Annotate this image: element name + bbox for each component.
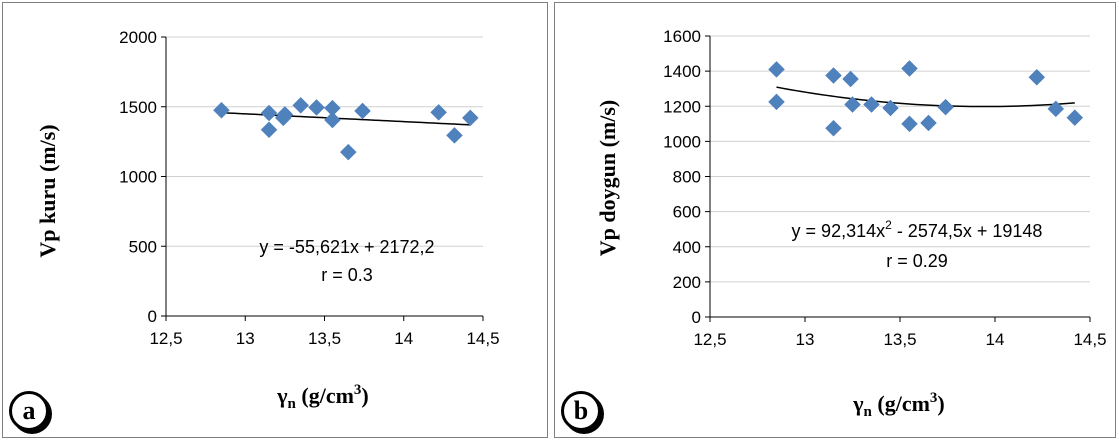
a-ytick-label: 1000: [119, 168, 157, 187]
b-data-point: [1047, 100, 1065, 118]
b-data-point: [937, 98, 954, 116]
chart-b-xlabel: γn (g/cm3): [852, 390, 945, 420]
b-xtick-label: 13: [796, 330, 815, 349]
b-xtick-label: 14,5: [1073, 330, 1106, 349]
chart-a-ylabel: Vp kuru (m/s): [35, 124, 60, 257]
a-xtick-label: 13: [236, 329, 255, 348]
chart-a-svg: 0 500 1000 1500 2000 12,5 13 13,5 14 14,5 Vp kuru…: [35, 28, 500, 412]
b-ytick-label: 200: [673, 273, 701, 292]
a-data-point: [324, 111, 341, 129]
b-ytick-label: 600: [673, 203, 701, 222]
a-data-point: [461, 109, 479, 127]
b-ytick-label: 800: [673, 168, 701, 187]
b-xtick-label: 12,5: [693, 330, 726, 349]
chart-a-equation: y = -55,621x + 2172,2: [259, 237, 434, 257]
b-ytick-label: 400: [673, 238, 701, 257]
b-ytick-label: 0: [692, 308, 701, 327]
chart-b-tick-labels: 0 200 400 600 800 1000 1200 1400 1600 12,5 13 13,5 1…: [663, 27, 1106, 349]
a-data-point: [213, 101, 230, 119]
a-ytick-label: 500: [129, 237, 157, 256]
chart-b-svg: 0 200 400 600 800 1000 1200 1400 1600 12,5 13 13,5 1…: [595, 27, 1107, 420]
chart-b-axes: [705, 35, 1091, 322]
chart-a-tick-labels: 0 500 1000 1500 2000 12,5 13 13,5 14 14,5: [119, 28, 499, 348]
chart-b-r-value: r = 0.29: [886, 251, 948, 271]
b-data-point: [768, 93, 785, 111]
b-data-point: [901, 115, 918, 133]
b-data-point: [842, 70, 859, 88]
b-xtick-label: 13,5: [883, 330, 916, 349]
chart-a-axes: [161, 36, 484, 321]
b-data-point: [844, 96, 861, 113]
chart-b-points: [768, 60, 1084, 137]
a-data-point: [292, 97, 310, 114]
a-data-point: [308, 99, 325, 116]
chart-a-r-value: r = 0.3: [321, 265, 373, 285]
chart-b-equation: y = 92,314x2 - 2574,5x + 19148: [792, 218, 1043, 241]
a-xtick-label: 14: [394, 329, 413, 348]
b-ytick-label: 1200: [663, 97, 701, 116]
chart-panel-b: 0 200 400 600 800 1000 1200 1400 1600 12,5 13 13,5 1…: [554, 2, 1116, 438]
b-data-point: [882, 99, 899, 117]
panel-a-badge: a: [9, 391, 49, 431]
b-ytick-label: 1400: [663, 62, 701, 81]
a-ytick-label: 1500: [119, 98, 157, 117]
b-xtick-label: 14: [986, 330, 1005, 349]
a-data-point: [274, 109, 292, 127]
a-ytick-label: 2000: [119, 28, 157, 47]
chart-b-trendline: [776, 86, 1075, 108]
chart-a-gridlines: [166, 36, 483, 247]
b-data-point: [1066, 109, 1084, 127]
chart-panel-a: 0 500 1000 1500 2000 12,5 13 13,5 14 14,5 Vp kuru…: [2, 2, 548, 438]
a-xtick-label: 13,5: [308, 329, 341, 348]
b-ytick-label: 1000: [663, 132, 701, 151]
a-data-point: [354, 102, 371, 120]
a-ytick-label: 0: [148, 307, 157, 326]
a-data-point: [260, 104, 278, 122]
b-data-point: [920, 114, 937, 132]
b-data-point: [768, 61, 785, 78]
a-xtick-label: 12,5: [149, 329, 182, 348]
chart-b-ylabel: Vp doygun (m/s): [595, 100, 620, 256]
b-data-point: [825, 119, 842, 137]
a-data-point: [339, 143, 357, 161]
panel-b-badge: b: [561, 391, 601, 431]
a-data-point: [430, 103, 447, 121]
a-xtick-label: 14,5: [466, 329, 499, 348]
chart-a-xlabel: γn (g/cm3): [276, 382, 369, 412]
b-data-point: [825, 67, 842, 84]
b-data-point: [901, 60, 918, 77]
b-data-point: [863, 96, 880, 113]
b-data-point: [1028, 68, 1046, 86]
a-data-point: [446, 126, 463, 144]
a-data-point: [260, 121, 278, 139]
b-trendline-path: [776, 86, 1075, 108]
b-ytick-label: 1600: [663, 27, 701, 46]
chart-a-points: [213, 97, 479, 161]
